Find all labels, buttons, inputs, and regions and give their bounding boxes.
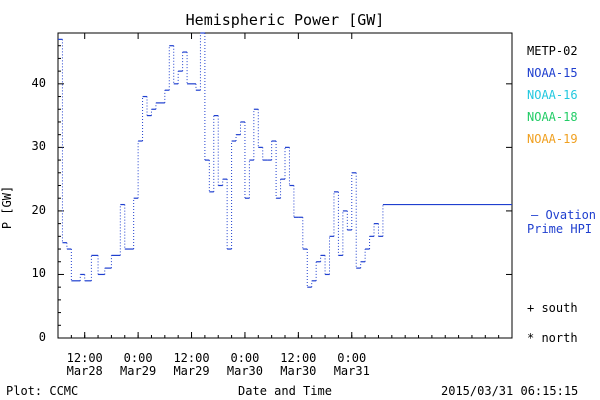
plot-frame: [57, 32, 513, 339]
y-tick-label: 30: [31, 139, 46, 154]
legend-item-noaa-15: NOAA-15: [527, 66, 578, 80]
ovation-label-line1: — Ovation: [531, 208, 597, 222]
x-tick-label-time: 0:00: [337, 351, 367, 365]
chart-title: Hemispheric Power [GW]: [185, 11, 385, 29]
legend-item-noaa-19: NOAA-19: [527, 132, 578, 146]
footer-credit: Plot: CCMC: [6, 384, 79, 398]
x-tick-label-date: Mar29: [120, 364, 157, 378]
x-tick-label-date: Mar29: [173, 364, 210, 378]
legend-item-noaa-18: NOAA-18: [527, 110, 578, 124]
x-tick-label-date: Mar28: [66, 364, 103, 378]
x-tick-label-date: Mar30: [280, 364, 317, 378]
south-label: + south: [527, 301, 578, 315]
x-axis-label: Date and Time: [238, 384, 332, 398]
legend-item-metp-02: METP-02: [527, 44, 578, 58]
footer-timestamp: 2015/03/31 06:15:15: [441, 384, 579, 398]
x-tick-label-time: 12:00: [173, 351, 210, 365]
x-tick-label-time: 0:00: [230, 351, 260, 365]
y-axis-label: P [GW]: [0, 185, 15, 230]
legend-item-noaa-16: NOAA-16: [527, 88, 578, 102]
series-layer: [58, 32, 512, 288]
y-tick-label: 10: [31, 266, 46, 281]
x-tick-label-time: 12:00: [280, 351, 317, 365]
y-tick-label: 40: [31, 75, 46, 90]
north-label: * north: [527, 331, 578, 345]
x-tick-label-date: Mar31: [333, 364, 370, 378]
ovation-label-line2: Prime HPI: [527, 222, 593, 236]
x-axis-ticks: [57, 33, 513, 338]
series-noaa-15: [58, 32, 512, 288]
y-tick-label: 0: [38, 330, 46, 344]
y-axis-ticks: [58, 32, 512, 339]
x-tick-label-time: 12:00: [66, 351, 103, 365]
y-tick-label: 20: [31, 202, 46, 217]
x-tick-label-date: Mar30: [226, 364, 263, 378]
x-tick-label-time: 0:00: [123, 351, 153, 365]
